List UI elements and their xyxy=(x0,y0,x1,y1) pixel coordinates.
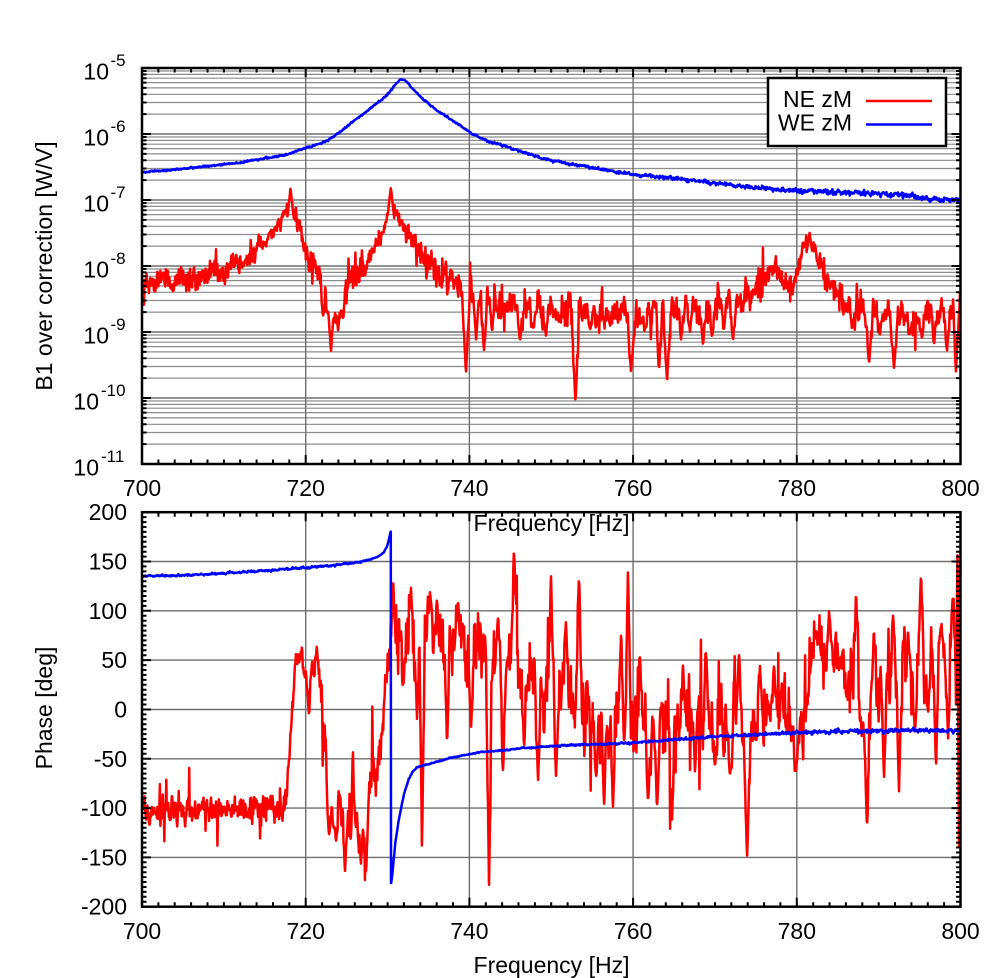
svg-text:740: 740 xyxy=(450,475,488,501)
svg-text:10: 10 xyxy=(83,190,109,216)
svg-text:-100: -100 xyxy=(81,795,127,821)
svg-text:700: 700 xyxy=(123,918,161,944)
svg-text:10: 10 xyxy=(73,388,99,414)
svg-text:Frequency [Hz]: Frequency [Hz] xyxy=(474,952,630,978)
svg-text:-150: -150 xyxy=(81,844,127,870)
svg-text:720: 720 xyxy=(287,475,325,501)
svg-text:10: 10 xyxy=(83,322,109,348)
svg-text:720: 720 xyxy=(287,918,325,944)
svg-text:760: 760 xyxy=(614,475,652,501)
svg-text:50: 50 xyxy=(101,647,127,673)
svg-text:760: 760 xyxy=(614,918,652,944)
svg-text:100: 100 xyxy=(89,598,127,624)
svg-text:Frequency [Hz]: Frequency [Hz] xyxy=(474,510,630,536)
svg-text:10: 10 xyxy=(83,256,109,282)
svg-text:-8: -8 xyxy=(111,249,126,268)
svg-text:-10: -10 xyxy=(101,381,126,400)
svg-text:150: 150 xyxy=(89,549,127,575)
svg-text:-5: -5 xyxy=(111,51,126,70)
svg-text:-11: -11 xyxy=(101,447,124,466)
svg-text:Phase [deg]: Phase [deg] xyxy=(31,647,57,770)
svg-text:10: 10 xyxy=(83,124,109,150)
svg-text:-7: -7 xyxy=(111,183,126,202)
svg-text:10: 10 xyxy=(73,454,99,480)
svg-text:700: 700 xyxy=(123,475,161,501)
svg-text:-200: -200 xyxy=(81,894,127,920)
svg-text:0: 0 xyxy=(114,697,127,723)
svg-text:800: 800 xyxy=(941,475,979,501)
svg-text:-50: -50 xyxy=(94,746,127,772)
svg-text:800: 800 xyxy=(941,918,979,944)
svg-text:780: 780 xyxy=(778,918,816,944)
svg-text:780: 780 xyxy=(778,475,816,501)
svg-text:WE zM: WE zM xyxy=(778,110,852,136)
svg-text:10: 10 xyxy=(83,58,109,84)
svg-text:-6: -6 xyxy=(111,117,126,136)
svg-text:NE zM: NE zM xyxy=(783,86,852,112)
svg-text:740: 740 xyxy=(450,918,488,944)
svg-text:200: 200 xyxy=(89,499,127,525)
svg-text:-9: -9 xyxy=(111,315,126,334)
svg-text:B1 over correction [W/V]: B1 over correction [W/V] xyxy=(31,141,57,390)
